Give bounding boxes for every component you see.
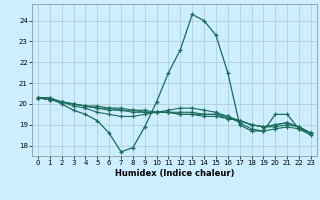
X-axis label: Humidex (Indice chaleur): Humidex (Indice chaleur) [115, 169, 234, 178]
